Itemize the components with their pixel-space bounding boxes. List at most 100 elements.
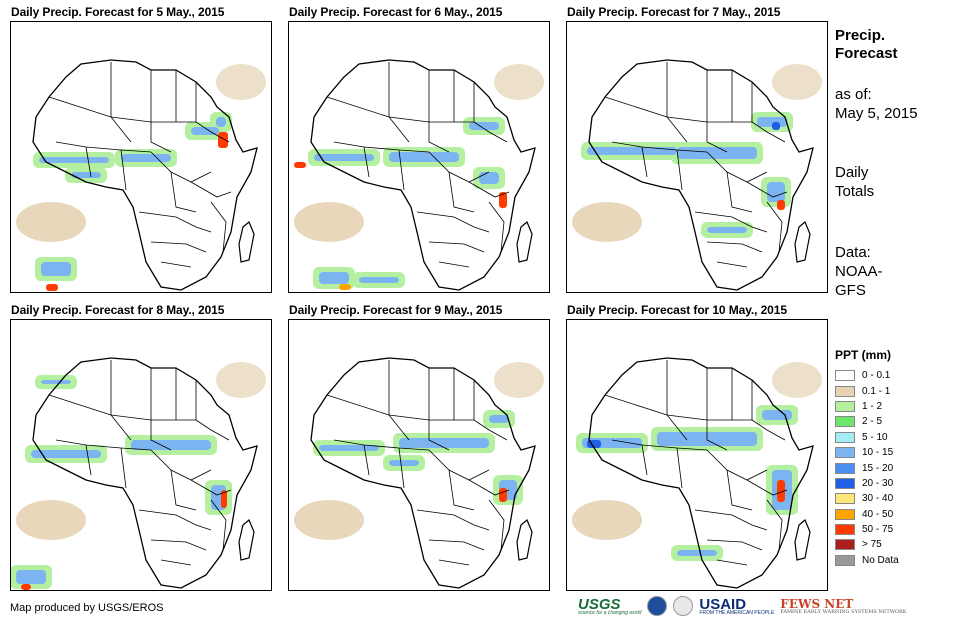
precip-area: [314, 154, 374, 161]
country-border: [363, 444, 370, 476]
drizzle-patch: [16, 202, 86, 242]
legend-item: 10 - 15: [835, 445, 899, 460]
drizzle-patch: [216, 362, 266, 398]
precip-area: [762, 410, 792, 420]
sidebar-data-1: Data:: [835, 244, 871, 261]
country-border: [751, 82, 786, 143]
country-border: [641, 444, 648, 476]
logo-strip: USGS science for a changing world USAID FR…: [578, 596, 907, 616]
legend-label: 10 - 15: [862, 447, 894, 459]
country-border: [333, 141, 430, 153]
drizzle-patch: [294, 202, 364, 242]
country-border: [676, 447, 683, 489]
coastline: [588, 357, 814, 589]
sidebar-totals-1: Daily: [835, 164, 869, 181]
country-border: [398, 149, 405, 191]
panel-title: Daily Precip. Forecast for 8 May., 2015: [11, 303, 225, 317]
legend-swatch: [835, 385, 855, 397]
sidebar-totals-2: Totals: [835, 183, 875, 200]
drizzle-patch: [572, 202, 642, 242]
drizzle-patch: [572, 500, 642, 540]
sidebar-data-3: GFS: [835, 282, 866, 299]
legend-item: 5 - 10: [835, 430, 899, 445]
legend-swatch: [835, 416, 855, 428]
precip-area: [41, 380, 71, 384]
country-border: [55, 439, 152, 451]
panel-title: Daily Precip. Forecast for 6 May., 2015: [289, 5, 503, 19]
country-border: [766, 201, 783, 253]
precip-area: [489, 415, 509, 423]
legend-swatch: [835, 462, 855, 474]
country-border: [120, 447, 127, 489]
legend-item: 1 - 2: [835, 399, 899, 414]
legend-label: 50 - 75: [862, 524, 894, 536]
country-border: [706, 151, 768, 183]
precip-area: [767, 182, 785, 202]
legend-item: No Data: [835, 553, 899, 568]
panel-title: Daily Precip. Forecast for 9 May., 2015: [289, 303, 503, 317]
country-border: [448, 469, 475, 511]
precip-area: [677, 550, 717, 556]
country-border: [48, 394, 196, 421]
legend-item: 50 - 75: [835, 522, 899, 537]
country-border: [170, 469, 197, 511]
country-border: [195, 380, 230, 441]
usaid-logo: USAID FROM THE AMERICAN PEOPLE: [699, 596, 775, 616]
legend-swatch: [835, 493, 855, 505]
country-border: [85, 146, 92, 178]
precip-area: [131, 440, 211, 450]
country-border: [190, 479, 232, 496]
madagascar-outline: [238, 221, 255, 263]
panel-title: Daily Precip. Forecast for 5 May., 2015: [11, 5, 225, 19]
country-border: [416, 509, 490, 531]
country-border: [48, 96, 196, 123]
madagascar-outline: [516, 519, 533, 561]
fewsnet-logo: FEWS NET FAMINE EARLY WARNING SYSTEMS NET…: [780, 597, 907, 615]
coastline: [32, 59, 258, 291]
legend-label: 2 - 5: [862, 416, 883, 428]
legend-swatch: [835, 539, 855, 551]
country-border: [195, 82, 230, 143]
precip-map: [10, 21, 272, 293]
country-border: [716, 261, 748, 268]
country-border: [398, 447, 405, 489]
country-border: [604, 96, 752, 123]
precip-area: [677, 147, 757, 159]
country-border: [138, 509, 212, 531]
country-border: [150, 449, 212, 481]
country-border: [326, 394, 474, 421]
drizzle-patch: [494, 362, 544, 398]
legend-item: > 75: [835, 537, 899, 552]
sidebar-asof-label: as of:: [835, 86, 872, 103]
country-border: [676, 149, 683, 191]
legend-item: 20 - 30: [835, 476, 899, 491]
legend-label: No Data: [862, 554, 899, 566]
heavy-precip: [777, 480, 785, 502]
precip-map: [566, 21, 828, 293]
country-border: [488, 499, 505, 551]
country-border: [190, 181, 232, 198]
heavy-precip: [772, 122, 780, 130]
country-border: [641, 146, 648, 178]
country-border: [110, 360, 132, 441]
country-border: [468, 479, 510, 496]
heavy-precip: [294, 162, 306, 168]
legend-item: 40 - 50: [835, 507, 899, 522]
legend-label: 0.1 - 1: [862, 385, 891, 397]
precip-area: [121, 154, 171, 162]
country-border: [666, 62, 688, 143]
country-border: [150, 368, 172, 451]
legend-item: 0 - 0.1: [835, 368, 899, 383]
heavy-precip: [777, 200, 785, 210]
heavy-precip: [499, 488, 507, 502]
legend-label: 40 - 50: [862, 508, 894, 520]
legend-swatch: [835, 447, 855, 459]
country-border: [666, 360, 688, 441]
precip-map: [288, 21, 550, 293]
precip-area: [41, 262, 71, 276]
drizzle-patch: [494, 64, 544, 100]
legend-label: 20 - 30: [862, 477, 894, 489]
drizzle-patch: [294, 500, 364, 540]
coastline: [32, 357, 258, 589]
country-border: [448, 171, 475, 213]
